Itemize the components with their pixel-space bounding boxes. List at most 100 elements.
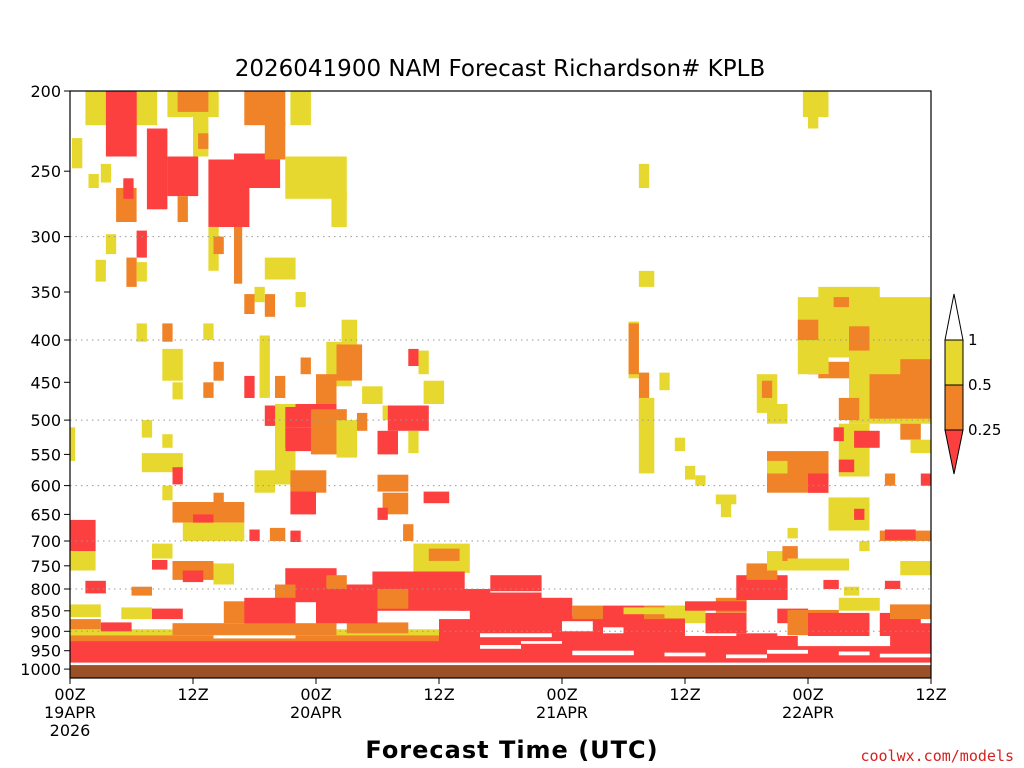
ri-cell-lt05 — [300, 357, 311, 375]
ri-cell-lt05 — [403, 524, 414, 541]
ri-cell-lt025 — [123, 178, 134, 199]
ri-cell-lt1 — [818, 286, 880, 303]
ri-cell-lt05 — [213, 361, 224, 381]
ri-cell-lt025 — [136, 230, 147, 258]
ri-cell-lt025 — [377, 430, 398, 455]
ri-cell-lt1 — [100, 163, 112, 183]
ri-cell-lt1 — [182, 522, 245, 541]
ri-cell-lt1 — [290, 91, 311, 126]
x-tick-label-84-1: 12Z — [915, 685, 946, 704]
x-tick-label-60-1: 12Z — [669, 685, 700, 704]
ri-cell-lt1 — [362, 386, 383, 404]
ri-cell-lt05 — [900, 423, 921, 440]
ri-cell-lt1 — [70, 551, 96, 571]
x-tick-label-12-1: 12Z — [177, 685, 208, 704]
y-tick-label-600: 600 — [30, 477, 61, 496]
ri-cell-lt025 — [408, 348, 419, 366]
ri-cell-lt05 — [70, 619, 101, 630]
ri-cell-lt025 — [85, 580, 106, 594]
ri-cell-lt025 — [705, 612, 747, 634]
ri-cell-lt025 — [808, 612, 870, 638]
ri-cell-lt1 — [141, 420, 153, 438]
ri-cell-lt05 — [884, 473, 896, 486]
ri-cell-lt05 — [269, 527, 286, 541]
ri-cell-lt025 — [285, 407, 296, 428]
colorbar-legend: 1 0.5 0.25 — [944, 293, 1001, 475]
ri-cell-lt05 — [316, 374, 337, 413]
ri-cell-lt05 — [177, 91, 209, 112]
ri-cell-lt05 — [177, 196, 188, 222]
ri-cell-lt1 — [95, 259, 106, 282]
ri-cell-lt05 — [131, 586, 152, 596]
ri-cell-lt025 — [854, 508, 865, 520]
ri-cell-lt1 — [638, 163, 650, 188]
ri-cell-lt025 — [884, 580, 901, 589]
ri-cell-lt025 — [152, 608, 183, 620]
y-tick-label-700: 700 — [30, 532, 61, 551]
ri-cell-lt1 — [72, 138, 83, 169]
ri-cell-lt025 — [920, 473, 932, 486]
x-tick-label-48-1: 00Z — [546, 685, 577, 704]
ri-cell-lt1 — [695, 475, 706, 486]
ri-cell-lt1 — [808, 117, 819, 129]
x-tick-label-0-1: 00Z — [54, 685, 85, 704]
ri-cell-lt1 — [715, 494, 737, 505]
y-tick-label-950: 950 — [30, 642, 61, 661]
ri-gap — [726, 654, 767, 659]
ri-cell-lt025 — [490, 575, 542, 592]
ri-cell-lt1 — [136, 262, 147, 282]
y-tick-label-300: 300 — [30, 228, 61, 247]
ri-cell-lt1 — [136, 323, 147, 342]
ri-cell-lt1 — [254, 470, 275, 493]
ri-cell-lt025 — [167, 156, 199, 197]
ri-cell-lt1 — [121, 607, 153, 620]
ri-gap — [879, 653, 932, 658]
ri-gap — [480, 645, 521, 649]
ri-cell-lt05 — [628, 323, 639, 375]
ri-cell-lt025 — [854, 430, 880, 448]
x-tick-label-72-1: 00Z — [792, 685, 823, 704]
ri-cell-lt1 — [900, 561, 932, 576]
ri-cell-lt1 — [638, 270, 655, 287]
ri-cell-lt1 — [331, 192, 347, 227]
ri-cell-lt05 — [203, 382, 214, 398]
ri-gap — [480, 633, 552, 638]
ri-cell-lt05 — [782, 546, 798, 561]
ri-cell-lt1 — [213, 563, 234, 585]
ri-cell-lt1 — [275, 447, 286, 461]
ri-cell-lt05 — [761, 380, 773, 398]
ri-cell-lt025 — [736, 633, 778, 642]
ri-cell-lt1 — [859, 541, 870, 552]
ri-cell-lt025 — [808, 473, 829, 493]
ri-cell-lt1 — [787, 527, 798, 539]
ri-cell-lt1 — [720, 503, 732, 518]
y-tick-label-800: 800 — [30, 580, 61, 599]
ri-cell-lt025 — [469, 592, 542, 620]
ri-cell-lt05 — [357, 412, 368, 431]
ri-gap — [664, 652, 706, 657]
ri-cell-lt1 — [423, 380, 445, 404]
ri-cell-lt1 — [152, 543, 173, 559]
y-tick-label-400: 400 — [30, 331, 61, 350]
ri-cell-lt1 — [172, 382, 183, 400]
ri-cell-lt05 — [890, 604, 931, 620]
ri-cell-lt05 — [244, 91, 286, 126]
ri-cell-lt025 — [685, 601, 747, 611]
ri-cell-lt05 — [797, 319, 819, 340]
ri-cell-lt1 — [685, 617, 706, 624]
ri-cell-lt05 — [833, 297, 849, 308]
ri-cell-lt1 — [259, 335, 270, 398]
x-tick-label-24-2: 20APR — [290, 703, 342, 722]
ri-cell-lt025 — [423, 491, 450, 504]
y-tick-label-1000: 1000 — [20, 660, 61, 679]
ri-cell-lt025 — [377, 507, 388, 520]
ri-cell-lt1 — [105, 234, 117, 255]
ri-cell-lt1 — [623, 607, 685, 615]
grid-lines — [70, 236, 931, 632]
plot-frame — [69, 90, 932, 679]
ri-cell-lt1 — [638, 397, 655, 474]
ri-cell-lt025 — [316, 584, 378, 624]
ri-cell-lt05 — [346, 622, 409, 634]
ri-cell-lt05 — [275, 375, 286, 398]
